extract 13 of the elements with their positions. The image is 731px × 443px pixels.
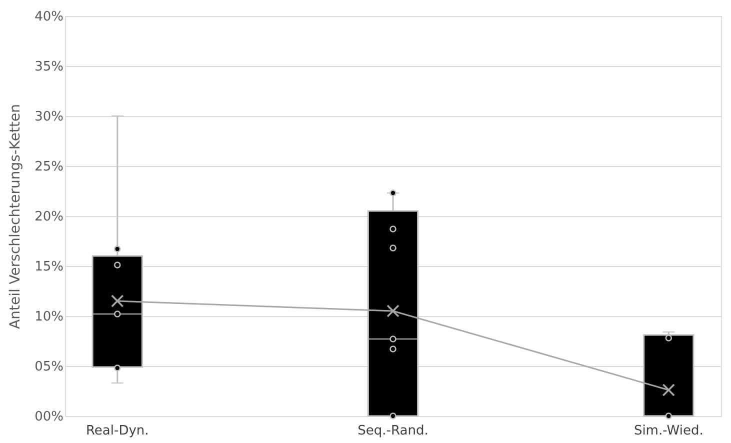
y-tick-label: 25% [34,160,64,174]
x-tick-label: Real-Dyn. [86,424,149,438]
y-tick-label: 20% [34,210,64,224]
y-axis-title: Anteil Verschlechterungs-Ketten [8,104,24,329]
x-tick-label: Seq.-Rand. [358,424,428,438]
x-tick-label: Sim.-Wied. [634,424,704,438]
y-tick-label: 40% [34,10,64,24]
y-tick-label: 10% [34,310,64,324]
y-tick-label: 05% [34,360,64,374]
y-tick-label: 30% [34,110,64,124]
y-tick-label: 35% [34,60,64,74]
y-tick-label: 00% [34,410,64,424]
y-tick-label: 15% [34,260,64,274]
